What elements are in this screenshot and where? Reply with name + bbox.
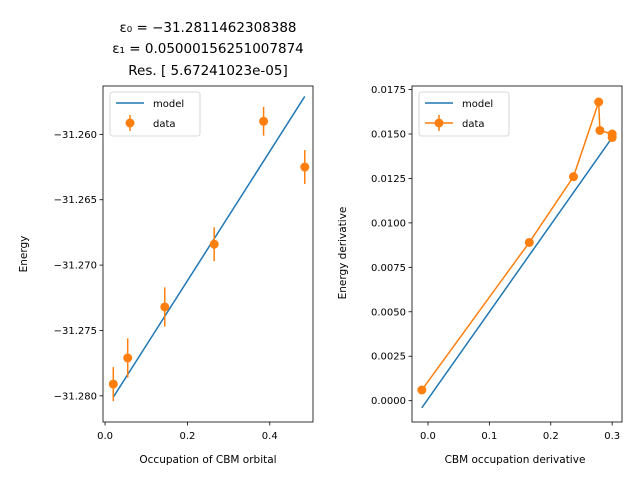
right-y-axis-label: Energy derivative <box>337 207 349 300</box>
left-series-data-point <box>123 353 133 363</box>
right-series-data-point <box>524 237 534 247</box>
left-axes-frame <box>102 85 314 423</box>
left-legend: model data <box>109 91 201 137</box>
right-series-data-point <box>594 97 604 107</box>
right-data-layer <box>417 97 617 409</box>
right-series-model <box>421 137 613 409</box>
left-series-model <box>112 96 306 398</box>
left-y-tick-label: −31.260 <box>54 130 97 141</box>
left-series-data-point <box>300 162 310 172</box>
right-chart: 0.0 0.1 0.2 0.3 0.0000 0.0025 0.0050 0.0075 0.01… <box>337 85 623 466</box>
left-series-data-point <box>108 379 118 389</box>
right-legend-data-marker <box>434 118 444 128</box>
right-plot-area: 0.0 0.1 0.2 0.3 0.0000 0.0025 0.0050 0.0075 0.01… <box>371 85 623 442</box>
right-legend-model-label: model <box>462 99 493 110</box>
right-x-tick-label: 0.0 <box>420 431 436 442</box>
right-y-tick-label: 0.0000 <box>371 396 406 407</box>
right-y-tick-label: 0.0150 <box>371 130 406 141</box>
right-legend-data-label: data <box>462 119 485 130</box>
title-line-1: ε₀ = −31.2811462308388 <box>119 20 296 36</box>
left-series-data-point <box>209 239 219 249</box>
right-x-tick-label: 0.2 <box>543 431 559 442</box>
right-y-tick-label: 0.0175 <box>371 85 406 96</box>
left-chart: ε₀ = −31.2811462308388 ε₁ = 0.0500015625… <box>18 20 314 466</box>
left-x-tick-label: 0.4 <box>262 431 278 442</box>
left-series-data-point <box>160 302 170 312</box>
left-legend-data-label: data <box>153 119 176 130</box>
right-x-tick-label: 0.1 <box>481 431 497 442</box>
right-series-data-point <box>607 133 617 143</box>
left-series-data-point <box>259 116 269 126</box>
left-series-model-line <box>112 96 306 398</box>
right-y-tick-label: 0.0125 <box>371 174 406 185</box>
right-series-data-point <box>595 125 605 135</box>
left-x-tick-label: 0.0 <box>97 431 113 442</box>
left-x-tick-label: 0.2 <box>179 431 195 442</box>
left-series-data <box>108 106 310 402</box>
right-series-model-line <box>421 137 613 409</box>
title-line-2: ε₁ = 0.05000156251007874 <box>112 41 304 57</box>
right-y-tick-label: 0.0050 <box>371 307 406 318</box>
left-plot-area: 0.0 0.2 0.4 −31.280 −31.275 −31.270 −31.265 −31… <box>54 85 314 442</box>
right-x-axis-label: CBM occupation derivative <box>445 454 586 466</box>
left-y-tick-label: −31.270 <box>54 261 97 272</box>
right-series-data-point <box>417 385 427 395</box>
right-series-data <box>417 97 617 395</box>
right-legend: model data <box>418 91 510 137</box>
left-y-axis-label: Energy <box>18 236 30 273</box>
left-legend-data-marker <box>125 118 135 128</box>
left-y-tick-label: −31.265 <box>54 195 97 206</box>
right-axes-frame <box>411 85 623 423</box>
right-x-tick-label: 0.3 <box>604 431 620 442</box>
left-y-tick-label: −31.275 <box>54 326 97 337</box>
left-x-axis-label: Occupation of CBM orbital <box>139 454 276 466</box>
left-legend-model-label: model <box>153 99 184 110</box>
right-y-tick-label: 0.0025 <box>371 352 406 363</box>
right-y-tick-label: 0.0075 <box>371 263 406 274</box>
left-y-tick-label: −31.280 <box>54 391 97 402</box>
right-series-data-point <box>568 172 578 182</box>
left-data-layer <box>108 96 310 402</box>
title-line-3: Res. [ 5.67241023e-05] <box>128 63 287 79</box>
right-y-tick-label: 0.0100 <box>371 218 406 229</box>
